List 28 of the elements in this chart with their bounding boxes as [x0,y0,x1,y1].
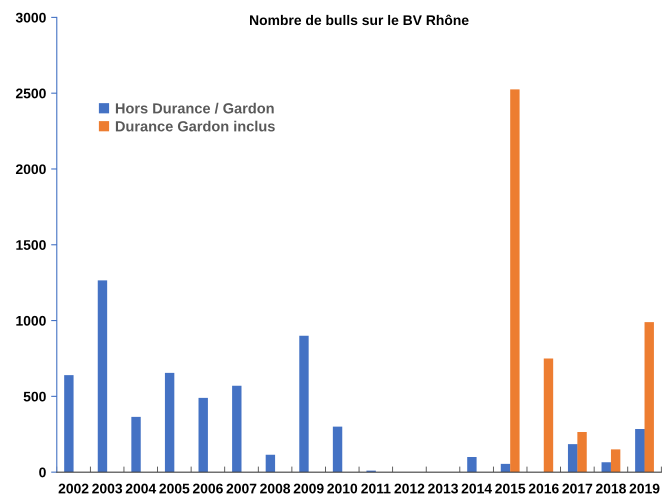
y-tick-label: 1500 [16,240,46,250]
x-tick-label: 2002 [58,484,88,494]
x-tick-label: 2010 [327,484,358,494]
y-tick-label: 500 [24,392,46,402]
legend-label: Durance Gardon inclus [116,120,275,132]
legend-label: Hors Durance / Gardon [116,102,274,114]
x-tick-label: 2018 [596,484,626,494]
x-tick-label: 2003 [92,484,122,494]
x-tick-label: 2012 [394,484,424,494]
x-tick-label: 2007 [226,484,256,494]
x-tick-label: 2006 [192,484,223,494]
y-tick-label: 0 [39,467,46,478]
x-tick-label: 2019 [630,484,660,494]
chart-title: Nombre de bulls sur le BV Rhône [250,14,469,26]
y-tick-label: 2000 [16,164,46,174]
x-tick-label: 2015 [495,484,526,494]
x-tick-label: 2009 [294,484,324,494]
x-tick-label: 2014 [462,484,492,494]
y-tick-label: 1000 [16,316,46,326]
x-tick-label: 2005 [159,484,190,494]
x-tick-label: 2004 [126,484,156,494]
x-tick-label: 2017 [562,484,592,494]
x-tick-label: 2016 [528,484,559,494]
y-tick-label: 3000 [16,12,46,23]
x-tick-label: 2011 [361,484,391,494]
x-tick-label: 2013 [428,484,458,494]
x-tick-label: 2008 [260,484,290,494]
y-tick-label: 2500 [16,88,46,98]
